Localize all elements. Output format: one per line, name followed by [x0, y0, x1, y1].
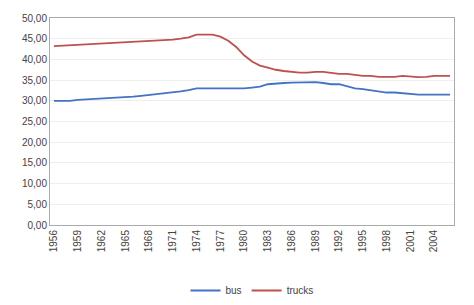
svg-text:1968: 1968 [143, 230, 154, 253]
svg-text:1995: 1995 [357, 230, 368, 253]
svg-text:45,00: 45,00 [22, 33, 47, 44]
svg-text:1959: 1959 [72, 230, 83, 253]
svg-text:2001: 2001 [405, 230, 416, 253]
svg-text:1956: 1956 [48, 230, 59, 253]
svg-text:trucks: trucks [287, 285, 314, 296]
svg-text:20,00: 20,00 [22, 137, 47, 148]
svg-text:0,00: 0,00 [28, 220, 48, 231]
svg-text:15,00: 15,00 [22, 157, 47, 168]
svg-text:30,00: 30,00 [22, 95, 47, 106]
svg-text:1998: 1998 [381, 230, 392, 253]
svg-text:10,00: 10,00 [22, 178, 47, 189]
svg-text:1980: 1980 [238, 230, 249, 253]
svg-text:35,00: 35,00 [22, 75, 47, 86]
svg-text:1977: 1977 [215, 230, 226, 253]
svg-text:1971: 1971 [167, 230, 178, 253]
svg-text:1962: 1962 [96, 230, 107, 253]
svg-text:1989: 1989 [310, 230, 321, 253]
svg-text:40,00: 40,00 [22, 54, 47, 65]
svg-text:2004: 2004 [428, 230, 439, 253]
svg-text:bus: bus [226, 285, 242, 296]
svg-text:1965: 1965 [120, 230, 131, 253]
svg-text:1983: 1983 [262, 230, 273, 253]
svg-text:50,00: 50,00 [22, 13, 47, 24]
svg-text:1992: 1992 [333, 230, 344, 253]
svg-text:5,00: 5,00 [28, 199, 48, 210]
svg-text:1974: 1974 [191, 230, 202, 253]
svg-text:25,00: 25,00 [22, 116, 47, 127]
svg-text:1986: 1986 [286, 230, 297, 253]
